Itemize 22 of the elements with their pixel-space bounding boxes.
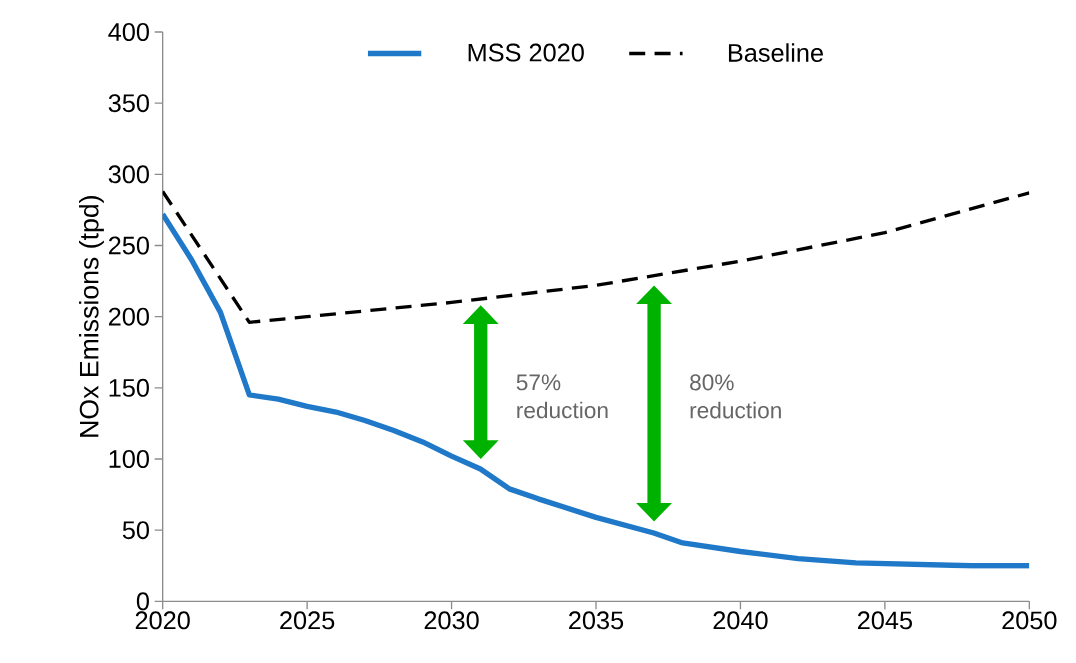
legend-label: MSS 2020 [468,43,584,62]
y-tick-label: 0 [136,592,149,611]
x-tick-label: 2020 [135,611,190,630]
y-tick-label: 400 [108,23,149,42]
x-tick-label: 2050 [1002,611,1057,630]
x-tick-label: 2025 [280,611,335,630]
x-tick-label: 2035 [569,611,624,630]
y-tick-label: 250 [108,236,149,255]
annotation: 57% reduction [516,374,608,419]
annotation: 80% reduction [690,374,781,419]
y-tick-label: 350 [108,94,149,113]
y-axis-title: NOx Emissions (tpd) [79,196,104,437]
x-tick-label: 2030 [424,611,479,630]
x-tick-label: 2045 [857,611,912,630]
legend-label: Baseline [728,43,823,63]
x-tick-label: 2040 [713,611,768,630]
y-tick-label: 300 [108,165,149,184]
y-tick-label: 200 [108,307,149,326]
y-tick-label: 50 [122,521,149,540]
y-tick-label: 150 [109,379,149,397]
y-tick-label: 100 [109,450,149,469]
line-series [162,189,1030,325]
